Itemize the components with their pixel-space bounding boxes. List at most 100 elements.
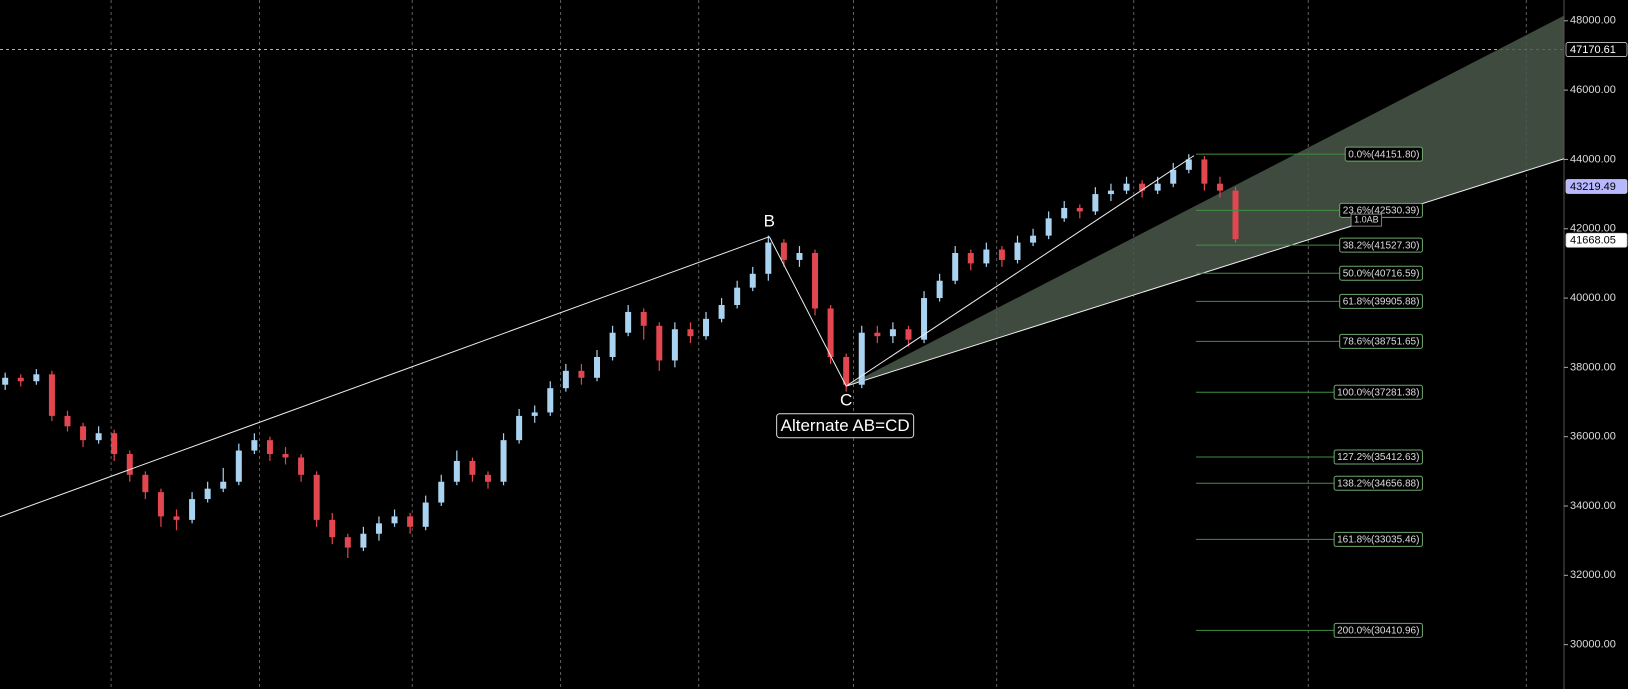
fib-label-box [1339,333,1423,349]
candle-body [266,440,273,455]
candle-body [983,249,990,264]
candle-body [1216,183,1223,191]
y-tick-label: 36000.00 [1570,431,1616,443]
candle-body [827,308,834,357]
price-marker-box [1565,232,1628,248]
candle-body [251,440,258,451]
candle-body [407,516,414,527]
y-tick-label: 42000.00 [1570,223,1616,235]
candle-body [1170,169,1177,184]
trendline [768,236,847,387]
candle-body [2,377,9,385]
candle-body [703,318,710,337]
candle-body [484,474,491,482]
candle-body [656,325,663,361]
fib-level: 100.0%(37281.38) [1196,384,1423,400]
candle-body [220,481,227,489]
candle-body [547,388,554,413]
fan-area [846,15,1564,387]
fib-level: 127.2%(35412.63) [1196,449,1423,465]
candle-body [749,273,756,288]
fib-label-box [1333,384,1423,400]
candle-body [1092,194,1099,212]
ab-ratio-label: 1.0AB [1354,214,1379,224]
point-label: B [764,212,775,231]
fib-level: 0.0%(44151.80) [1196,146,1423,162]
candle-body [204,488,211,500]
candle-body [33,374,40,382]
candle-body [780,242,787,260]
candle-body [1030,235,1037,243]
candle-body [858,332,865,385]
fib-label: 38.2%(41527.30) [1343,240,1420,251]
fib-label: 138.2%(34656.88) [1337,478,1419,489]
trendline [845,155,1195,387]
y-tick-label: 40000.00 [1570,292,1616,304]
y-tick-label: 44000.00 [1570,153,1616,165]
fib-level: 61.8%(39905.88) [1196,293,1423,309]
candle-body [952,253,959,281]
candle-body [812,253,819,309]
candle-body [1107,190,1114,195]
fib-label: 23.6%(42530.39) [1343,206,1420,217]
candle-body [282,454,289,458]
candle-body [1201,159,1208,184]
candle-body [1061,207,1068,219]
candle-body [422,502,429,527]
candle-body [329,519,336,538]
fib-label-box [1333,531,1423,547]
candle-body [1076,207,1083,212]
candle-body [936,280,943,299]
candle-body [967,253,974,264]
fib-label-box [1344,146,1423,162]
candle-body [453,460,460,482]
candle-body [157,492,164,517]
fib-level: 78.6%(38751.65) [1196,333,1423,349]
candle-body [843,356,850,385]
candle-body [531,412,538,416]
fib-level: 161.8%(33035.46) [1196,531,1423,547]
candle-body [111,433,118,455]
fib-label-box [1333,475,1423,491]
candle-body [1139,183,1146,191]
candle-body [375,523,382,534]
candle-body [298,457,305,475]
fib-label: 61.8%(39905.88) [1343,296,1420,307]
candle-body [998,249,1005,260]
fib-label: 100.0%(37281.38) [1337,387,1419,398]
candle-body [905,329,912,340]
candle-body [1014,242,1021,260]
y-tick-label: 46000.00 [1570,84,1616,96]
candle-body [594,356,601,378]
candle-body [189,499,196,520]
candle-body [173,516,180,520]
candle-body [313,474,320,520]
candle-body [344,537,351,548]
fib-label-box [1339,265,1423,281]
fib-level: 138.2%(34656.88) [1196,475,1423,491]
candle-body [360,533,367,548]
fib-label-box [1339,237,1423,253]
fib-level: 200.0%(30410.96) [1196,622,1423,638]
candle-body [126,454,133,475]
candle-body [142,474,149,493]
price-marker-label: 47170.61 [1570,44,1616,56]
y-tick-label: 32000.00 [1570,569,1616,581]
candle-body [734,287,741,305]
candle-body [516,415,523,441]
fib-label-box [1333,622,1423,638]
candle-body [95,433,102,441]
candle-body [438,481,445,503]
candle-body [718,304,725,319]
candle-body [48,374,55,416]
candle-body [17,377,24,382]
candle-body [1123,183,1130,191]
fib-label-box [1339,293,1423,309]
price-marker-label: 43219.49 [1570,181,1616,193]
y-tick-label: 30000.00 [1570,639,1616,651]
candle-body [671,329,678,361]
candle-body [1185,159,1192,170]
fib-label: 78.6%(38751.65) [1343,336,1420,347]
fan-edge [846,158,1565,387]
fib-label: 127.2%(35412.63) [1337,452,1419,463]
